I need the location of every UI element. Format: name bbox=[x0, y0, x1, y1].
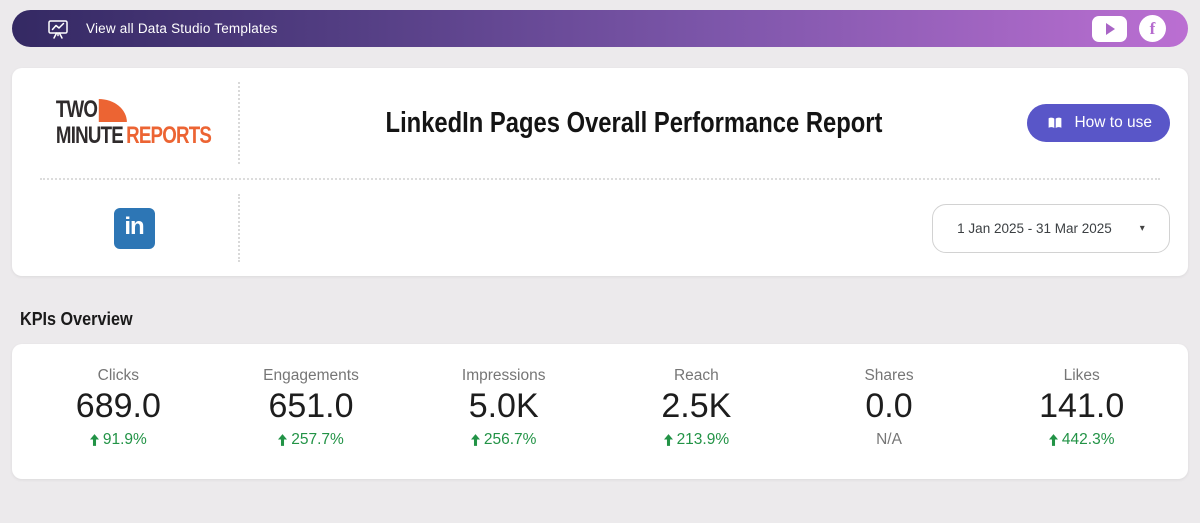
book-icon bbox=[1045, 115, 1065, 132]
date-range-selector[interactable]: 1 Jan 2025 - 31 Mar 2025 ▾ bbox=[932, 203, 1170, 253]
page-title: LinkedIn Pages Overall Performance Repor… bbox=[385, 106, 883, 139]
kpi-value: 5.0K bbox=[468, 386, 539, 425]
kpi-delta: 91.9% bbox=[22, 431, 215, 449]
kpi-value: 0.0 bbox=[865, 386, 913, 425]
templates-banner[interactable]: View all Data Studio Templates f bbox=[12, 10, 1188, 47]
kpi-delta: 442.3% bbox=[985, 431, 1178, 449]
increase-arrow-icon bbox=[1048, 433, 1058, 446]
vertical-dotted-divider bbox=[238, 194, 240, 262]
chevron-down-icon: ▾ bbox=[1139, 222, 1145, 234]
date-range-value: 1 Jan 2025 - 31 Mar 2025 bbox=[957, 220, 1112, 236]
kpi-value: 2.5K bbox=[661, 386, 732, 425]
how-to-use-label: How to use bbox=[1074, 114, 1152, 131]
kpi-shares: Shares 0.0 N/A bbox=[793, 367, 986, 449]
kpi-delta: 257.7% bbox=[215, 431, 408, 449]
play-triangle-icon bbox=[1106, 22, 1115, 35]
logo-word-reports: REPORTS bbox=[126, 122, 213, 149]
kpi-overview-card: Clicks 689.0 91.9% Engagements 651.0 257… bbox=[12, 344, 1188, 479]
kpi-delta: 213.9% bbox=[600, 431, 793, 449]
kpi-engagements: Engagements 651.0 257.7% bbox=[215, 367, 408, 449]
linkedin-icon: in bbox=[113, 207, 155, 249]
horizontal-dotted-divider bbox=[40, 178, 1160, 180]
kpi-delta: 256.7% bbox=[407, 431, 600, 449]
kpi-clicks: Clicks 689.0 91.9% bbox=[22, 367, 215, 449]
increase-arrow-icon bbox=[278, 433, 288, 446]
logo-word-two: TWO bbox=[56, 96, 98, 123]
report-header-card: TWO MINUTE REPORTS LinkedIn Pages Overal… bbox=[12, 68, 1188, 276]
kpi-label: Reach bbox=[673, 366, 719, 384]
kpi-label: Likes bbox=[1063, 366, 1100, 384]
facebook-icon[interactable]: f bbox=[1139, 15, 1166, 42]
youtube-icon[interactable] bbox=[1092, 15, 1127, 42]
how-to-use-button[interactable]: How to use bbox=[1027, 104, 1170, 142]
kpi-impressions: Impressions 5.0K 256.7% bbox=[407, 367, 600, 449]
increase-arrow-icon bbox=[89, 433, 99, 446]
header-top-row: TWO MINUTE REPORTS LinkedIn Pages Overal… bbox=[30, 68, 1170, 178]
kpi-label: Impressions bbox=[461, 366, 546, 384]
brand-logo: TWO MINUTE REPORTS bbox=[30, 98, 238, 148]
presentation-chart-icon bbox=[46, 17, 70, 41]
header-bottom-row: in 1 Jan 2025 - 31 Mar 2025 ▾ bbox=[30, 180, 1170, 276]
kpi-label: Clicks bbox=[97, 366, 139, 384]
kpi-value: 141.0 bbox=[1039, 386, 1125, 425]
kpi-reach: Reach 2.5K 213.9% bbox=[600, 367, 793, 449]
increase-arrow-icon bbox=[470, 433, 480, 446]
kpi-label: Shares bbox=[864, 366, 914, 384]
kpi-likes: Likes 141.0 442.3% bbox=[985, 367, 1178, 449]
kpi-value: 689.0 bbox=[75, 386, 161, 425]
vertical-dotted-divider bbox=[238, 82, 240, 164]
banner-link-label[interactable]: View all Data Studio Templates bbox=[86, 21, 278, 36]
section-title-kpis-overview: KPIs Overview bbox=[20, 309, 133, 329]
logo-word-minute: MINUTE bbox=[56, 122, 124, 149]
increase-arrow-icon bbox=[663, 433, 673, 446]
kpi-value: 651.0 bbox=[268, 386, 354, 425]
logo-quarter-circle-icon bbox=[99, 99, 128, 122]
kpi-label: Engagements bbox=[263, 366, 359, 384]
kpi-delta: N/A bbox=[876, 430, 902, 448]
